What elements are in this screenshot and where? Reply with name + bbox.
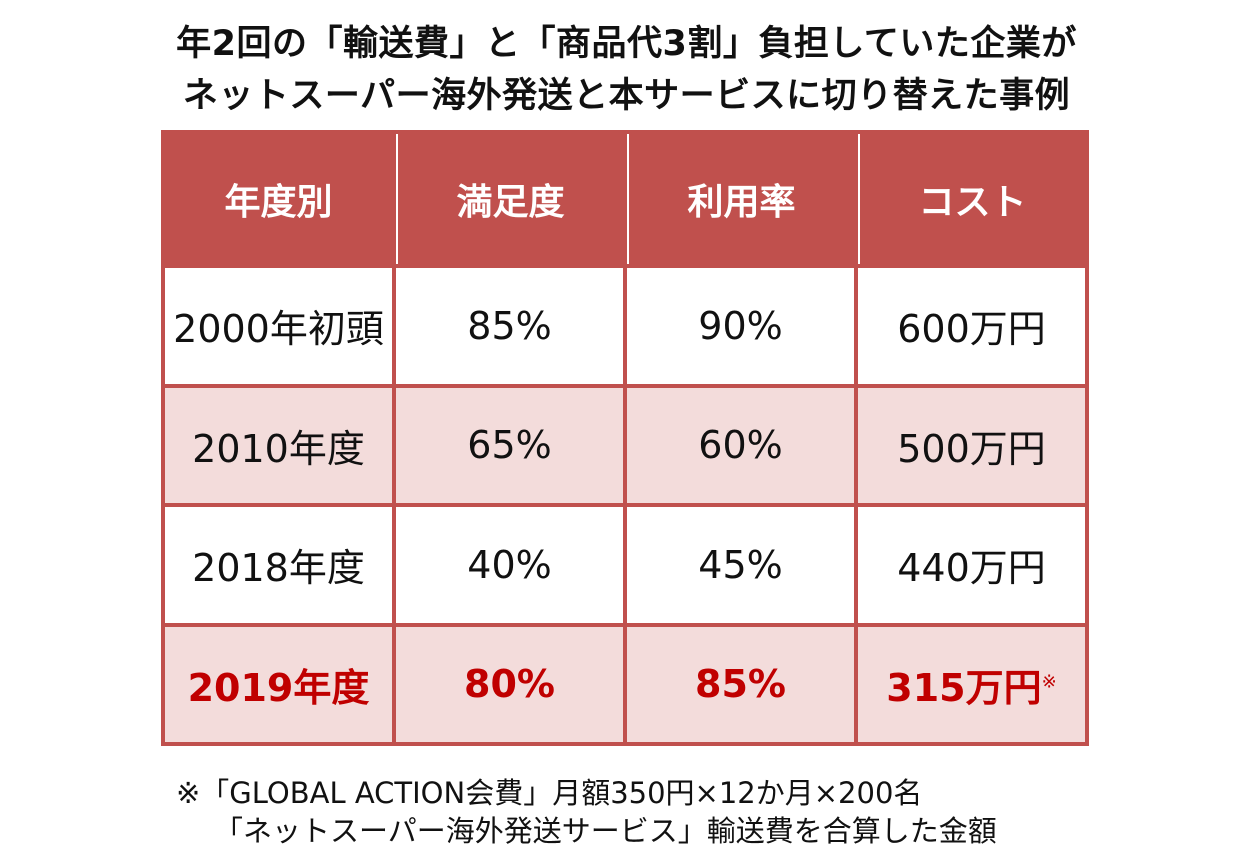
- cell-satisfaction: 80%: [396, 626, 623, 742]
- cell-usage: 60%: [627, 387, 854, 503]
- cell-cost: 315万円: [886, 665, 1042, 710]
- header-satisfaction: 満足度: [396, 134, 623, 264]
- footnote-line-1: ※「GLOBAL ACTION会費」月額350円×12か月×200名: [176, 776, 923, 810]
- table-row: 2010年度 65% 60% 500万円: [165, 387, 1085, 503]
- table-row: 2018年度 40% 45% 440万円: [165, 507, 1085, 623]
- cell-year: 2018年度: [165, 507, 392, 623]
- footnote-line-2: 「ネットスーパー海外発送サービス」輸送費を合算した金額: [214, 814, 997, 848]
- cell-satisfaction: 85%: [396, 268, 623, 384]
- cell-satisfaction: 40%: [396, 507, 623, 623]
- cell-cost-highlight: 315万円※: [858, 626, 1085, 742]
- note-mark: ※: [1041, 671, 1057, 693]
- header-cost: コスト: [858, 134, 1085, 264]
- cell-satisfaction: 65%: [396, 387, 623, 503]
- table-row-highlight: 2019年度 80% 85% 315万円※: [165, 626, 1085, 742]
- header-year: 年度別: [165, 134, 392, 264]
- table-header-row: 年度別 満足度 利用率 コスト: [165, 134, 1085, 264]
- cell-year: 2019年度: [165, 626, 392, 742]
- cell-cost: 600万円: [858, 268, 1085, 384]
- cell-usage: 90%: [627, 268, 854, 384]
- title-line-1: 年2回の「輸送費」と「商品代3割」負担していた企業が: [176, 24, 1077, 64]
- footnote: ※「GLOBAL ACTION会費」月額350円×12か月×200名 「ネットス…: [176, 774, 997, 850]
- comparison-table: 年度別 満足度 利用率 コスト 2000年初頭 85% 90% 600万円 20…: [161, 130, 1089, 746]
- cell-year: 2010年度: [165, 387, 392, 503]
- table-row: 2000年初頭 85% 90% 600万円: [165, 268, 1085, 384]
- page-title: 年2回の「輸送費」と「商品代3割」負担していた企業が ネットスーパー海外発送と本…: [0, 18, 1253, 122]
- cell-year: 2000年初頭: [165, 268, 392, 384]
- cell-cost: 500万円: [858, 387, 1085, 503]
- cell-cost: 440万円: [858, 507, 1085, 623]
- cell-usage: 45%: [627, 507, 854, 623]
- cell-usage: 85%: [627, 626, 854, 742]
- header-usage: 利用率: [627, 134, 854, 264]
- title-line-2: ネットスーパー海外発送と本サービスに切り替えた事例: [182, 76, 1071, 116]
